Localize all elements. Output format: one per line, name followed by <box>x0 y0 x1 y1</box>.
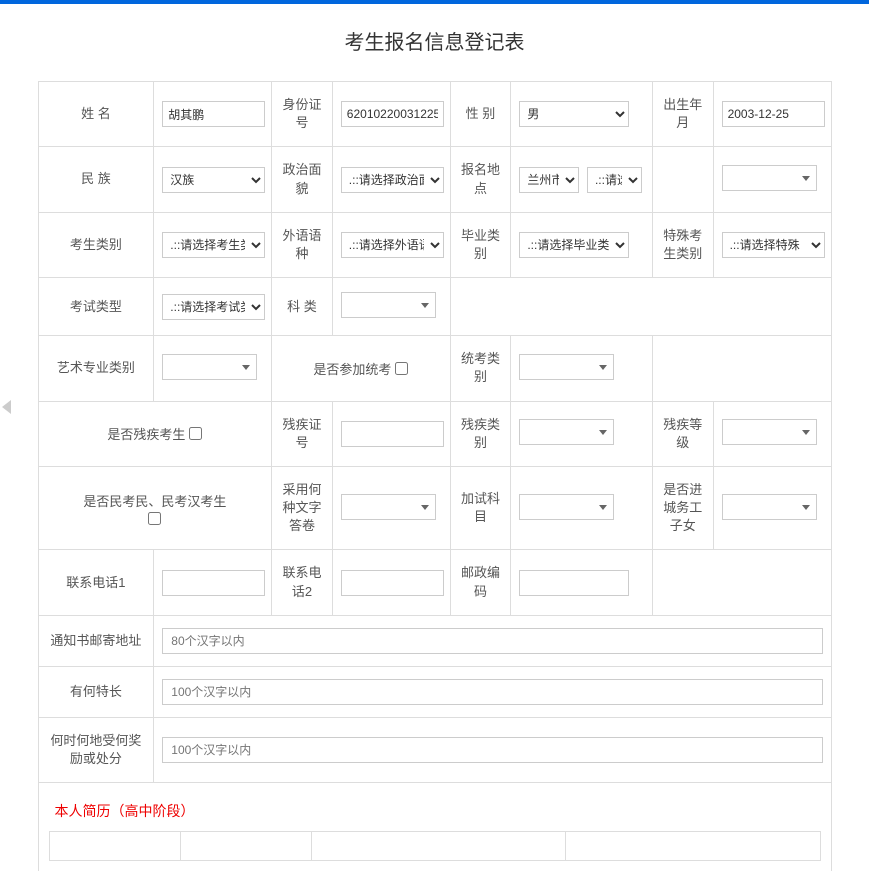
location-extra-select[interactable] <box>722 165 817 191</box>
label-disability-type: 残疾类别 <box>450 401 511 466</box>
label-disability-level: 残疾等级 <box>652 401 713 466</box>
minority-checkbox[interactable] <box>148 512 161 525</box>
resume-col-2 <box>180 832 311 861</box>
label-disability-cert: 残疾证号 <box>272 401 333 466</box>
empty-cell-3 <box>652 550 831 615</box>
political-select[interactable]: .::请选择政治面 <box>341 167 444 193</box>
phone1-input[interactable] <box>162 570 265 596</box>
label-phone2: 联系电话2 <box>272 550 333 615</box>
disabled-checkbox[interactable] <box>189 427 202 440</box>
unified-type-select[interactable] <box>519 354 614 380</box>
exam-type-select[interactable]: .::请选择考试类 <box>162 294 265 320</box>
label-awards: 何时何地受何奖励或处分 <box>38 717 154 782</box>
resume-section-header: 本人简历（高中阶段） <box>39 783 831 831</box>
disability-cert-input[interactable] <box>341 421 444 447</box>
page-title: 考生报名信息登记表 <box>38 4 832 81</box>
district-select[interactable]: .::请选择 <box>587 167 642 193</box>
disability-level-select[interactable] <box>722 419 817 445</box>
label-subject: 科 类 <box>272 278 333 336</box>
label-extra-subject: 加试科目 <box>450 466 511 550</box>
resume-col-4 <box>566 832 820 861</box>
resume-col-1 <box>49 832 180 861</box>
label-location-empty <box>652 147 713 212</box>
label-unified-type: 统考类别 <box>450 336 511 401</box>
minority-label: 是否民考民、民考汉考生 <box>83 491 226 525</box>
label-mail-addr: 通知书邮寄地址 <box>38 615 154 666</box>
label-candidate-type: 考生类别 <box>38 212 154 277</box>
unified-exam-label: 是否参加统考 <box>313 359 408 378</box>
resume-sub-table <box>49 831 821 861</box>
label-postal: 邮政编码 <box>450 550 511 615</box>
label-migrant: 是否进城务工子女 <box>652 466 713 550</box>
label-foreign-lang: 外语语种 <box>272 212 333 277</box>
label-art-major: 艺术专业类别 <box>38 336 154 401</box>
gender-select[interactable]: 男 <box>519 101 629 127</box>
empty-cell-2 <box>652 336 831 401</box>
city-select[interactable]: 兰州市 <box>519 167 579 193</box>
mail-addr-input[interactable] <box>162 628 822 654</box>
extra-subject-select[interactable] <box>519 494 614 520</box>
registration-form-table: 姓 名 身份证号 性 别 男 出生年月 民 族 <box>38 81 832 871</box>
exam-paper-select[interactable] <box>341 494 436 520</box>
awards-input[interactable] <box>162 737 822 763</box>
label-specialty: 有何特长 <box>38 666 154 717</box>
label-political: 政治面貌 <box>272 147 333 212</box>
phone2-input[interactable] <box>341 570 444 596</box>
disabled-text: 是否残疾考生 <box>107 424 185 443</box>
empty-cell <box>450 278 831 336</box>
unified-exam-checkbox[interactable] <box>395 362 408 375</box>
disability-type-select[interactable] <box>519 419 614 445</box>
art-major-select[interactable] <box>162 354 257 380</box>
label-special-type: 特殊考生类别 <box>652 212 713 277</box>
label-exam-paper: 采用何种文字答卷 <box>272 466 333 550</box>
label-birthdate: 出生年月 <box>652 82 713 147</box>
name-input[interactable] <box>162 101 265 127</box>
special-type-select[interactable]: .::请选择特殊 <box>722 232 825 258</box>
label-location: 报名地点 <box>450 147 511 212</box>
birthdate-input[interactable] <box>722 101 825 127</box>
unified-exam-text: 是否参加统考 <box>313 359 391 378</box>
label-exam-type: 考试类型 <box>38 278 154 336</box>
minority-text: 是否民考民、民考汉考生 <box>83 491 226 510</box>
label-grad-type: 毕业类别 <box>450 212 511 277</box>
ethnicity-select[interactable]: 汉族 <box>162 167 265 193</box>
candidate-type-select[interactable]: .::请选择考生类 <box>162 232 265 258</box>
collapse-arrow-icon[interactable] <box>2 400 11 414</box>
postal-input[interactable] <box>519 570 629 596</box>
label-name: 姓 名 <box>38 82 154 147</box>
idcard-input[interactable] <box>341 101 444 127</box>
label-gender: 性 别 <box>450 82 511 147</box>
grad-type-select[interactable]: .::请选择毕业类 <box>519 232 629 258</box>
subject-select[interactable] <box>341 292 436 318</box>
foreign-lang-select[interactable]: .::请选择外语语 <box>341 232 444 258</box>
resume-col-3 <box>311 832 565 861</box>
specialty-input[interactable] <box>162 679 822 705</box>
label-idcard: 身份证号 <box>272 82 333 147</box>
label-ethnicity: 民 族 <box>38 147 154 212</box>
migrant-select[interactable] <box>722 494 817 520</box>
label-phone1: 联系电话1 <box>38 550 154 615</box>
disabled-label: 是否残疾考生 <box>107 424 202 443</box>
